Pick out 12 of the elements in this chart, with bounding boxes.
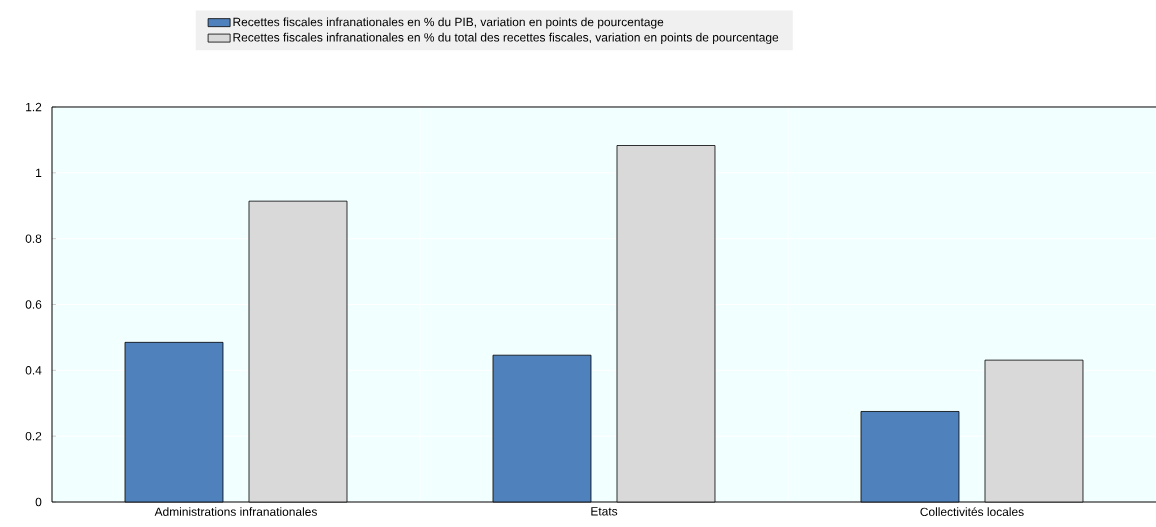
y-tick-label: 0.2 bbox=[25, 431, 42, 441]
y-tick-label: 0.6 bbox=[25, 300, 42, 309]
x-tick-label: Etats bbox=[591, 507, 618, 516]
y-tick-label: 1 bbox=[36, 168, 42, 177]
x-tick-label: Collectivités locales bbox=[920, 507, 1024, 517]
x-tick-label: Administrations infranationales bbox=[154, 507, 317, 516]
y-tick-label: 1.2 bbox=[26, 102, 42, 112]
y-tick-label: 0.8 bbox=[25, 234, 42, 243]
legend-label: Recettes fiscales infranationales en % du PIB, variation en points de pourcentage bbox=[233, 17, 664, 29]
y-tick-label: 0.4 bbox=[25, 366, 42, 375]
legend-label: Recettes fiscales infranationales en % du total des recettes fiscales, variation en points de pourcentage bbox=[233, 32, 779, 44]
y-tick-label: 0 bbox=[35, 497, 42, 507]
